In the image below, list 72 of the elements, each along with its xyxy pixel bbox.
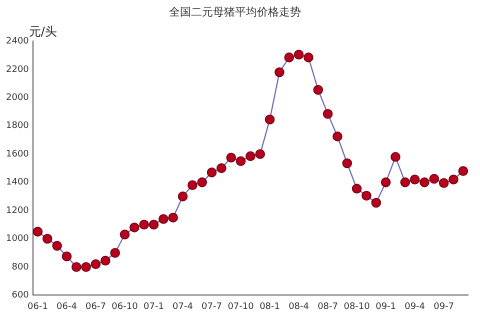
point	[90, 259, 101, 270]
x-tick-label: 08-7	[318, 302, 338, 312]
point	[371, 198, 382, 208]
point	[255, 149, 266, 159]
point	[313, 84, 324, 95]
x-tick-label: 08-4	[288, 302, 310, 312]
point	[52, 240, 62, 251]
y-tick-label: 600	[12, 290, 30, 301]
point	[188, 180, 198, 190]
x-tick-label: 09-7	[434, 302, 454, 312]
x-tick-label: 07-1	[144, 302, 164, 312]
x-tick-label: 06-10	[112, 302, 138, 312]
x-tick-label: 09-1	[376, 302, 396, 312]
point	[458, 166, 468, 176]
point	[264, 114, 275, 124]
x-tick-label: 07-4	[172, 302, 194, 312]
point	[410, 174, 420, 184]
x-tick-label: 09-4	[404, 302, 426, 312]
y-tick-label: 1800	[6, 121, 30, 132]
point	[380, 177, 391, 188]
y-tick-label: 1000	[6, 234, 30, 244]
point	[139, 220, 149, 230]
point	[332, 132, 342, 142]
point	[246, 151, 256, 162]
y-tick-label: 2200	[6, 64, 30, 75]
point	[438, 178, 449, 188]
x-tick-label: 06-7	[86, 302, 106, 312]
point	[178, 192, 188, 202]
y-tick-label: 1400	[6, 178, 30, 188]
point	[448, 174, 458, 184]
point	[158, 214, 168, 224]
y-tick-label: 1600	[6, 149, 30, 160]
x-tick-label: 07-10	[228, 302, 254, 312]
point	[72, 262, 82, 272]
point	[236, 156, 246, 166]
point	[100, 256, 110, 266]
y-axis-title: 元/头	[28, 24, 57, 38]
point	[168, 212, 178, 222]
point	[322, 108, 333, 119]
x-tick-label: 06-4	[56, 302, 78, 312]
point	[362, 190, 372, 201]
point	[42, 234, 52, 244]
point	[81, 262, 91, 272]
x-tick-label: 08-10	[344, 302, 370, 312]
y-tick-label: 1200	[6, 206, 30, 216]
point	[32, 226, 43, 237]
chart-title: 全国二元母猪平均价格走势	[169, 5, 301, 18]
point	[110, 248, 120, 258]
x-tick-label: 06-1	[28, 302, 48, 312]
point	[352, 184, 362, 194]
point	[284, 52, 294, 62]
point	[148, 220, 159, 230]
point	[197, 177, 208, 188]
point	[206, 168, 217, 178]
y-tick-label: 2000	[6, 92, 30, 103]
point	[130, 222, 140, 232]
x-tick-label: 07-7	[202, 302, 222, 312]
point	[226, 152, 236, 163]
point	[304, 52, 314, 62]
point	[294, 50, 304, 60]
point	[62, 251, 72, 262]
point	[390, 152, 400, 162]
y-tick-label: 2400	[6, 36, 30, 47]
point	[216, 163, 226, 174]
x-tick-label: 08-1	[260, 302, 280, 312]
point	[120, 230, 130, 240]
y-tick-label: 800	[12, 262, 30, 272]
point	[274, 67, 284, 78]
point	[400, 177, 410, 188]
point	[420, 177, 430, 188]
point	[429, 174, 440, 184]
point	[342, 158, 352, 168]
